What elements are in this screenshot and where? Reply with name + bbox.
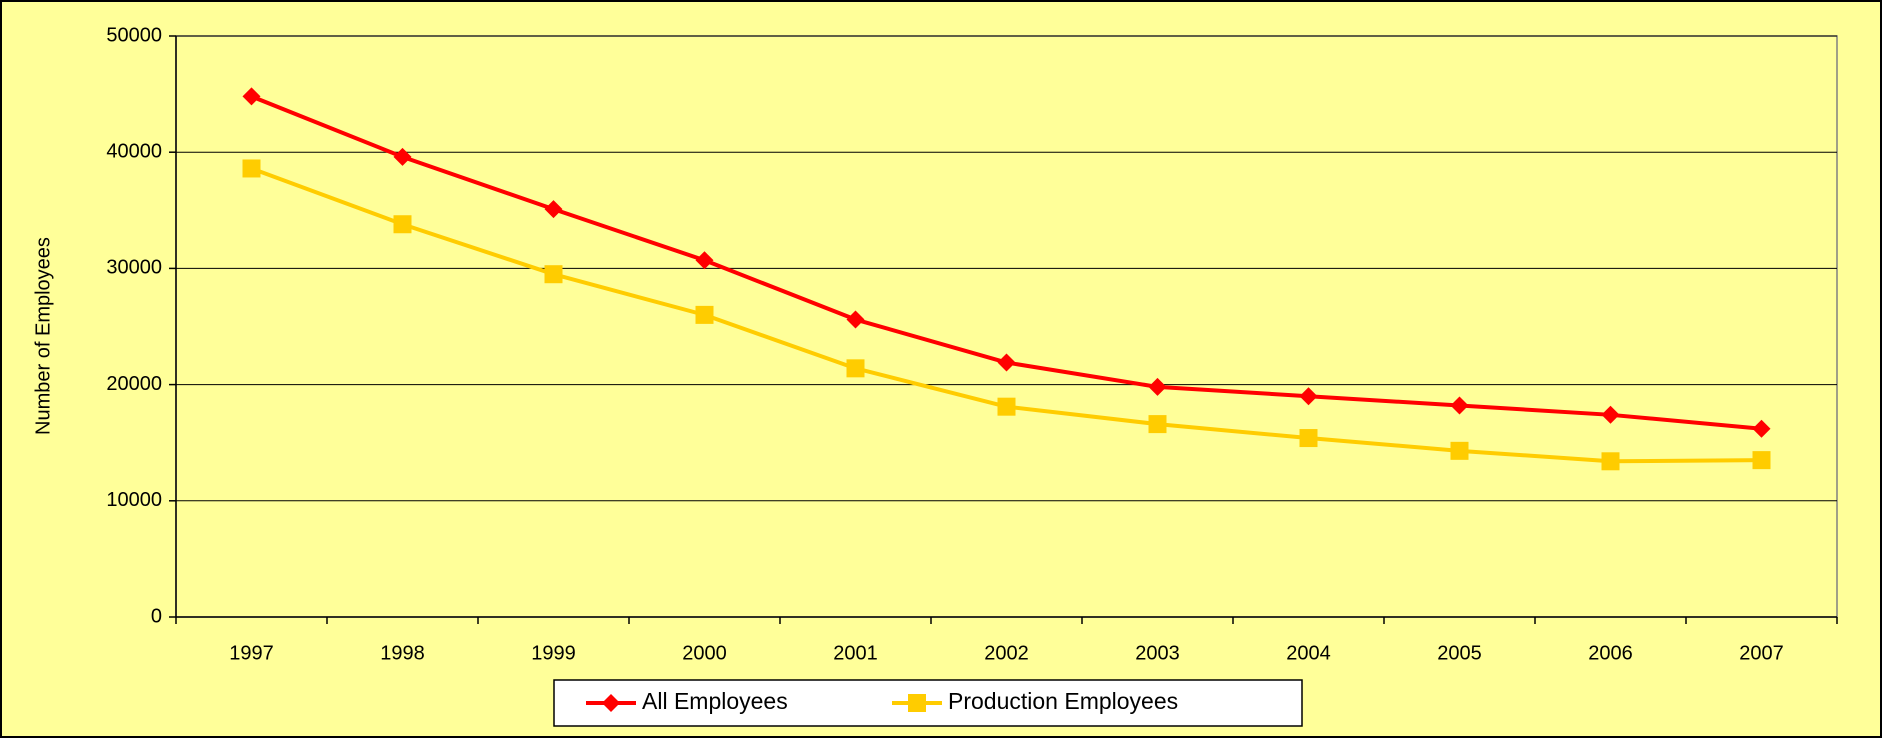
- data-point: [242, 87, 261, 106]
- y-tick-label: 50000: [106, 24, 162, 46]
- data-point: [393, 147, 412, 166]
- x-tick-label: 1997: [229, 642, 274, 664]
- data-point: [1752, 451, 1771, 470]
- data-point: [1148, 377, 1167, 396]
- data-point: [1450, 396, 1469, 415]
- x-tick-label: 2006: [1588, 642, 1633, 664]
- x-tick-label: 2002: [984, 642, 1029, 664]
- data-point: [1601, 452, 1620, 471]
- y-tick-label: 0: [151, 605, 162, 627]
- data-point: [1299, 429, 1318, 448]
- x-tick-label: 2007: [1739, 642, 1784, 664]
- data-point: [846, 359, 865, 378]
- data-point: [1450, 441, 1469, 460]
- data-point: [695, 305, 714, 324]
- data-point: [846, 310, 865, 329]
- y-tick-label: 20000: [106, 373, 162, 395]
- x-tick-label: 2004: [1286, 642, 1331, 664]
- y-axis-label: Number of Employees: [32, 237, 54, 435]
- y-tick-label: 10000: [106, 489, 162, 511]
- data-point: [544, 265, 563, 284]
- plot-area: [175, 35, 1838, 618]
- x-tick-label: 2005: [1437, 642, 1482, 664]
- x-tick-label: 2003: [1135, 642, 1180, 664]
- data-point: [695, 251, 714, 270]
- data-point: [393, 215, 412, 234]
- x-tick-label: 1998: [380, 642, 425, 664]
- legend-label: All Employees: [642, 688, 788, 714]
- x-tick-label: 2001: [833, 642, 878, 664]
- data-point: [1148, 415, 1167, 434]
- y-tick-label: 40000: [106, 140, 162, 162]
- legend-swatch-marker: [602, 694, 620, 712]
- y-tick-label: 30000: [106, 257, 162, 279]
- data-point: [997, 353, 1016, 372]
- x-tick-label: 2000: [682, 642, 727, 664]
- data-point: [1299, 387, 1318, 406]
- data-point: [1752, 419, 1771, 438]
- data-point: [242, 159, 261, 178]
- legend-swatch-marker: [908, 694, 926, 712]
- legend-label: Production Employees: [948, 688, 1178, 714]
- data-point: [997, 397, 1016, 416]
- x-tick-label: 1999: [531, 642, 576, 664]
- data-point: [544, 200, 563, 219]
- data-point: [1601, 405, 1620, 424]
